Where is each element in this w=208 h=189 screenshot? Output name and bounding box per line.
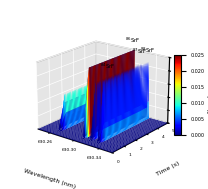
Y-axis label: Absorbance: Absorbance [207,77,208,114]
Y-axis label: Time (s): Time (s) [156,160,181,177]
X-axis label: Wavelength (nm): Wavelength (nm) [23,168,76,189]
